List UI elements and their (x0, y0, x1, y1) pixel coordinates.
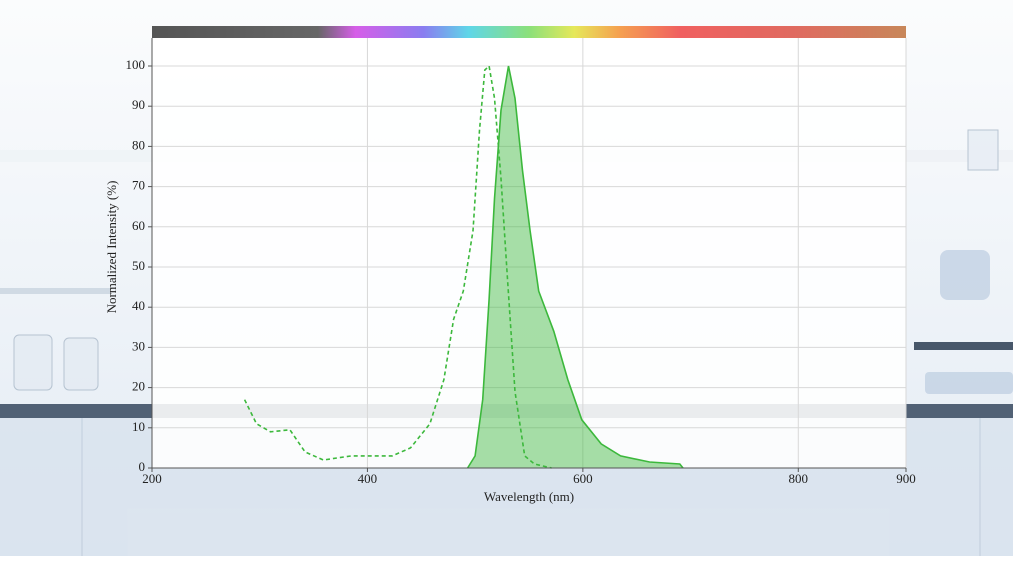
microscope-base (925, 372, 1013, 394)
bottle (63, 337, 99, 391)
y-tick-label: 30 (132, 338, 145, 353)
bottle (13, 334, 53, 391)
plot-area (152, 38, 906, 468)
y-tick-label: 80 (132, 137, 145, 152)
x-tick-label: 800 (789, 471, 809, 486)
y-tick-label: 20 (132, 379, 145, 394)
microscope-stage (914, 342, 1013, 350)
y-tick-label: 50 (132, 258, 145, 273)
microscope-body (940, 250, 990, 300)
line (466, 65, 684, 469)
y-tick-label: 10 (132, 419, 145, 434)
x-tick-label: 600 (573, 471, 593, 486)
y-tick-label: 100 (126, 57, 146, 72)
y-tick-label: 90 (132, 97, 145, 112)
x-tick-label: 900 (896, 471, 916, 486)
y-tick-label: 60 (132, 218, 145, 233)
line (243, 64, 552, 469)
y-tick-label: 70 (132, 178, 145, 193)
plot (243, 64, 684, 469)
labels: 0 10 20 30 40 50 60 70 80 90 100 200 400 600 800 900 (126, 57, 916, 486)
x-axis-label: Wavelength (nm) (484, 489, 574, 504)
rack (0, 288, 110, 294)
microscope-eyepiece (967, 129, 999, 171)
y-tick-label: 0 (139, 459, 146, 474)
y-tick-label: 40 (132, 298, 145, 313)
x-tick-label: 400 (358, 471, 378, 486)
y-axis-label: Normalized Intensity (%) (104, 181, 119, 314)
spectrum-bar (152, 26, 906, 38)
x-tick-label: 200 (142, 471, 162, 486)
